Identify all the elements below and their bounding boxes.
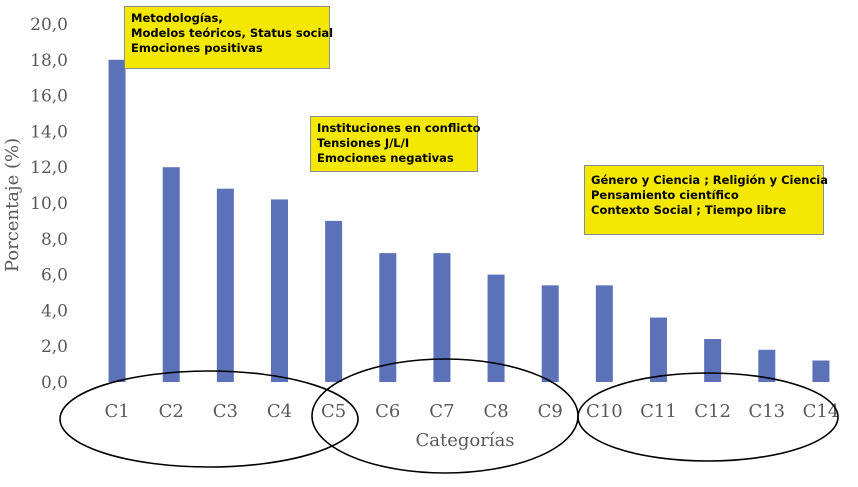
x-tick-label: C9 — [538, 401, 563, 422]
x-tick-label: C7 — [429, 401, 454, 422]
annotation-3-line-1: Género y Ciencia ; Religión y Ciencia — [591, 173, 828, 187]
bar-C7 — [433, 253, 451, 382]
bar-C2 — [162, 167, 180, 382]
y-tick-label: 8,0 — [41, 230, 68, 250]
y-tick-label: 0,0 — [41, 373, 68, 393]
y-tick-label: 20,0 — [30, 15, 68, 35]
annotation-2-line-2: Tensiones J/L/I — [317, 136, 410, 150]
x-tick-label: C14 — [803, 401, 840, 422]
annotation-box-2: Instituciones en conflicto Tensiones J/L… — [310, 116, 481, 172]
bar-C4 — [271, 199, 288, 382]
annotation-3-line-3: Contexto Social ; Tiempo libre — [591, 203, 787, 217]
bar-C12 — [704, 339, 722, 382]
x-axis-title: Categorías — [415, 430, 514, 451]
x-tick-label: C8 — [483, 401, 508, 422]
x-tick-label: C6 — [375, 401, 400, 422]
group-ellipses — [59, 358, 839, 474]
x-tick-labels: C1 C2 C3 C4 C5 C6 C7 C8 C9 C10 C11 C12 C13 C14 — [104, 401, 839, 422]
annotation-3-line-2: Pensamiento científico — [591, 188, 739, 202]
x-tick-label: C1 — [104, 401, 129, 422]
x-tick-label: C11 — [640, 401, 677, 422]
y-axis-title: Porcentaje (%) — [2, 138, 23, 272]
bar-C1 — [108, 59, 126, 383]
annotation-box-1: Metodologías, Modelos teóricos, Status s… — [124, 6, 334, 69]
x-tick-label: C5 — [321, 401, 346, 422]
x-tick-label: C2 — [159, 401, 184, 422]
group-ellipse-3 — [577, 372, 839, 462]
bar-C13 — [758, 349, 776, 382]
annotation-2-line-3: Emociones negativas — [317, 151, 454, 165]
y-tick-label: 12,0 — [30, 158, 68, 178]
group-ellipse-1 — [59, 370, 359, 468]
bars-layer — [108, 59, 830, 383]
x-tick-label: C4 — [267, 401, 292, 422]
annotation-1-line-2: Modelos teóricos, Status social — [131, 26, 334, 40]
x-tick-label: C12 — [694, 401, 731, 422]
annotation-box-3: Género y Ciencia ; Religión y Ciencia Pe… — [584, 165, 828, 235]
y-tick-label: 10,0 — [30, 194, 68, 214]
y-tick-label: 6,0 — [41, 266, 68, 286]
x-tick-label: C13 — [748, 401, 785, 422]
bar-C11 — [650, 317, 667, 382]
y-tick-label: 18,0 — [30, 51, 68, 71]
bar-C3 — [216, 188, 234, 382]
bar-C14 — [812, 360, 830, 382]
annotation-2-line-1: Instituciones en conflicto — [317, 121, 481, 135]
y-tick-label: 4,0 — [41, 301, 68, 321]
bar-C5 — [325, 220, 343, 382]
bar-C10 — [595, 285, 613, 382]
y-tick-labels: 0,0 2,0 4,0 6,0 8,0 10,0 12,0 14,0 16,0 18,0 20,0 — [30, 15, 68, 393]
annotation-1-line-1: Metodologías, — [131, 11, 223, 25]
bar-C6 — [379, 253, 397, 382]
bar-C8 — [487, 274, 505, 382]
y-tick-label: 14,0 — [30, 122, 68, 142]
annotation-1-line-3: Emociones positivas — [131, 41, 263, 55]
bar-C9 — [541, 285, 559, 382]
y-tick-label: 2,0 — [41, 337, 68, 357]
x-tick-label: C3 — [213, 401, 238, 422]
x-tick-label: C10 — [586, 401, 623, 422]
y-tick-label: 16,0 — [30, 87, 68, 107]
